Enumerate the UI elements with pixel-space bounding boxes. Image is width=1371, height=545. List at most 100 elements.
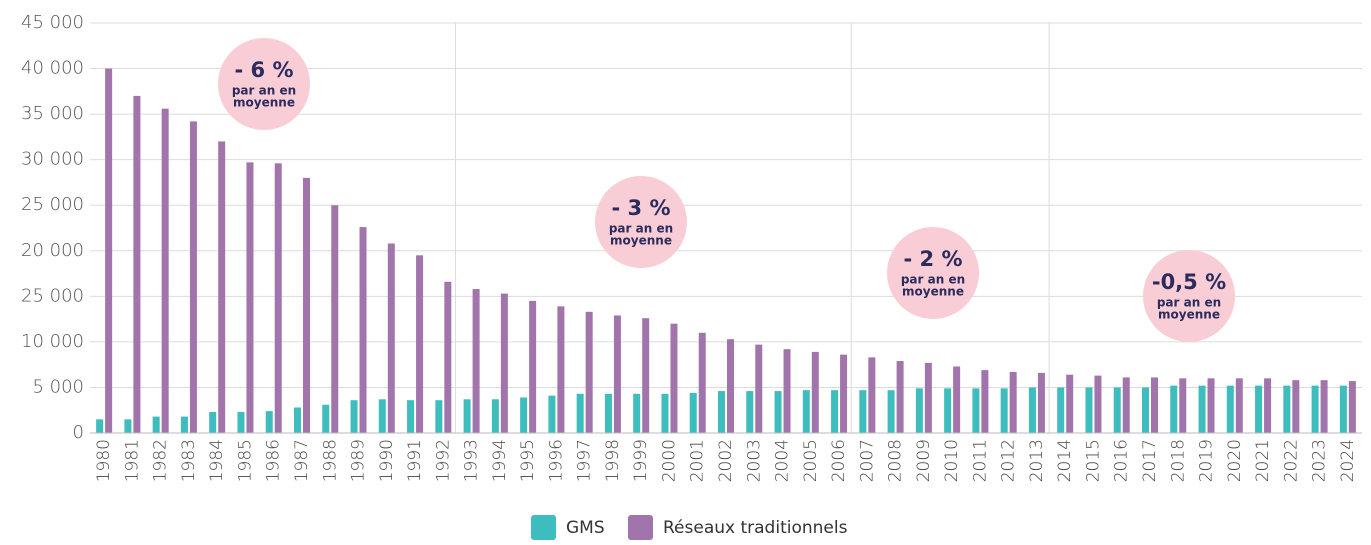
x-tick-label: 2018: [1168, 439, 1188, 482]
x-tick-label: 2019: [1197, 439, 1217, 482]
bar: [1000, 388, 1008, 433]
x-tick-label: 1988: [320, 439, 340, 482]
bar: [774, 391, 782, 433]
bar: [491, 399, 499, 433]
x-tick-label: 2007: [857, 439, 877, 482]
annotation-value: - 2 %: [904, 247, 963, 271]
bar: [727, 339, 734, 433]
x-tick-label: 1990: [377, 439, 397, 482]
x-tick-label: 2020: [1225, 439, 1245, 482]
bar: [1151, 377, 1158, 433]
bar: [613, 315, 621, 433]
bar: [1198, 385, 1206, 433]
bar: [209, 412, 217, 433]
x-tick-label: 2021: [1253, 439, 1273, 482]
x-tick-label: 2022: [1281, 439, 1301, 482]
bar: [953, 366, 961, 433]
x-tick-label: 1986: [264, 439, 284, 482]
bar: [1255, 385, 1263, 433]
x-tick-label: 2010: [942, 439, 962, 482]
x-tick-label: 2024: [1338, 439, 1358, 482]
bar: [604, 393, 612, 433]
y-tick-label: 25 000: [21, 285, 84, 306]
x-tick-label: 1993: [462, 439, 482, 482]
x-tick-label: 1984: [207, 439, 227, 482]
bar: [1122, 377, 1130, 433]
bar: [1094, 375, 1102, 433]
annotation-bubble: [887, 227, 979, 319]
y-tick-label: 25 000: [21, 194, 84, 215]
y-tick-label: 20 000: [21, 240, 84, 261]
bar: [831, 390, 839, 433]
x-tick-label: 2004: [773, 439, 793, 482]
x-tick-label: 1994: [490, 439, 510, 482]
y-tick-label: 0: [73, 422, 84, 443]
legend-swatch: [531, 515, 556, 540]
bar: [265, 411, 273, 433]
bar: [924, 362, 932, 433]
x-tick-label: 2023: [1310, 439, 1330, 482]
x-tick-label: 2003: [744, 439, 764, 482]
bar: [633, 393, 641, 433]
annotation-text: par an en: [609, 222, 673, 236]
x-tick-label: 1999: [631, 439, 651, 482]
bar: [557, 306, 565, 433]
annotation-text: par an en: [232, 84, 296, 98]
bar: [746, 391, 754, 433]
bar: [331, 205, 339, 433]
bar: [350, 400, 358, 433]
y-tick-label: 30 000: [21, 149, 84, 170]
bar: [435, 400, 443, 433]
bar: [529, 300, 537, 433]
bar: [274, 163, 282, 434]
bar: [661, 393, 669, 433]
x-tick-label: 1981: [122, 439, 142, 482]
annotation-text: moyenne: [610, 234, 672, 248]
bar: [1283, 385, 1291, 433]
bar: [407, 400, 415, 433]
annotation-text: moyenne: [1158, 308, 1220, 322]
bar: [670, 323, 678, 433]
bar: [237, 412, 245, 433]
bar: [500, 293, 508, 433]
bar: [124, 419, 132, 433]
x-tick-label: 1989: [349, 439, 369, 482]
bar: [1235, 378, 1243, 433]
x-tick-label: 1997: [575, 439, 595, 482]
bar: [180, 416, 188, 433]
legend-swatch: [628, 515, 653, 540]
bar: [322, 404, 330, 433]
x-tick-label: 1983: [179, 439, 199, 482]
x-tick-label: 2001: [688, 439, 708, 482]
bar: [472, 289, 480, 433]
bar: [1085, 387, 1093, 433]
x-tick-label: 1982: [151, 439, 171, 482]
bar: [981, 370, 989, 433]
bar: [859, 390, 867, 433]
x-tick-label: 1992: [433, 439, 453, 482]
y-tick-label: 10 000: [21, 331, 84, 352]
bar: [887, 390, 895, 433]
bar: [1320, 380, 1328, 433]
bar: [1066, 374, 1074, 433]
x-tick-label: 2014: [1055, 439, 1075, 482]
x-tick-label: 2006: [829, 439, 849, 482]
x-tick-label: 1996: [546, 439, 566, 482]
bar: [1113, 387, 1121, 433]
x-tick-label: 2011: [970, 439, 990, 482]
bar: [811, 351, 819, 433]
x-tick-label: 2017: [1140, 439, 1160, 482]
x-tick-label: 2005: [801, 439, 821, 482]
x-tick-label: 1985: [235, 439, 255, 482]
bar: [161, 108, 169, 434]
bar: [1142, 387, 1149, 433]
bar: [1292, 380, 1300, 433]
bar: [698, 332, 706, 433]
y-tick-label: 40 000: [21, 58, 84, 79]
x-tick-label: 2016: [1112, 439, 1132, 482]
bar: [152, 416, 160, 433]
bar: [689, 392, 697, 433]
bar: [1170, 385, 1178, 433]
bar: [642, 318, 650, 433]
